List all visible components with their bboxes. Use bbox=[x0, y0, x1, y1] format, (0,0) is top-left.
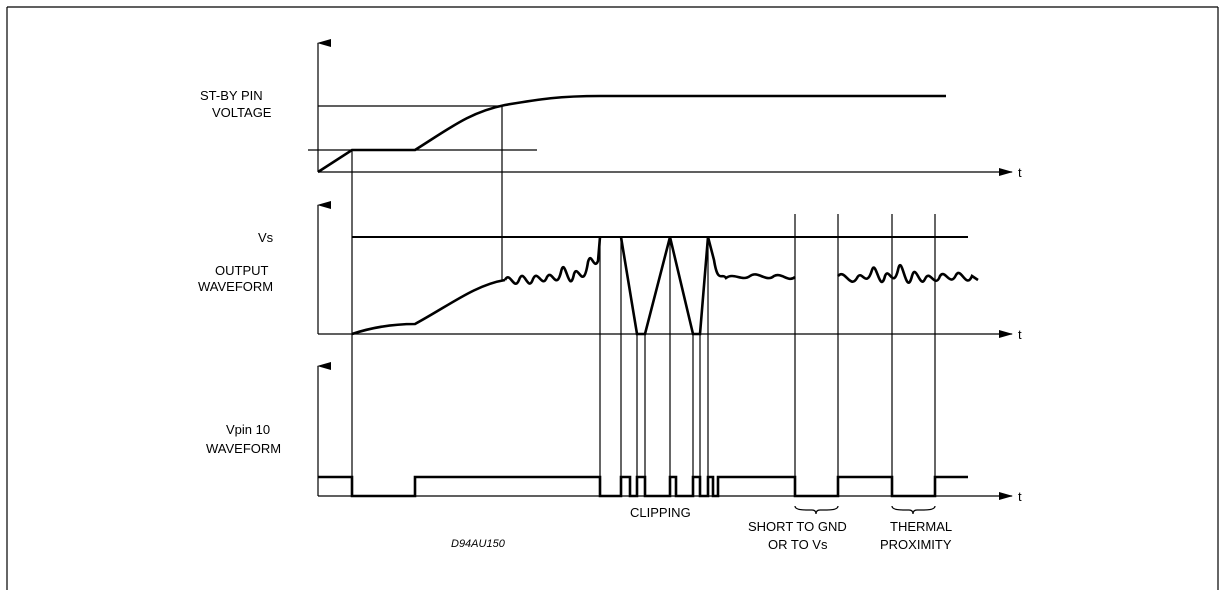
standby-voltage-curve bbox=[317, 94, 946, 174]
short-brace bbox=[794, 505, 839, 515]
output-panel: OUTPUT WAVEFORM Vs t bbox=[198, 201, 1022, 342]
thermal-label-line2: PROXIMITY bbox=[880, 537, 952, 552]
output-label-line1: OUTPUT bbox=[215, 263, 269, 278]
event-annotations: CLIPPING SHORT TO GND OR TO Vs THERMAL P… bbox=[451, 505, 952, 552]
clipping-label: CLIPPING bbox=[630, 505, 691, 520]
standby-label-line2: VOLTAGE bbox=[212, 105, 272, 120]
standby-t-label: t bbox=[1018, 165, 1022, 180]
vpin10-waveform bbox=[318, 475, 968, 498]
drawing-code: D94AU150 bbox=[451, 538, 506, 550]
standby-panel: ST-BY PIN VOLTAGE t bbox=[200, 39, 1022, 180]
standby-label-line1: ST-BY PIN bbox=[200, 88, 263, 103]
output-label-line2: WAVEFORM bbox=[198, 279, 273, 294]
timing-markers bbox=[351, 106, 936, 496]
figure-border bbox=[6, 6, 1219, 590]
output-waveform-noise-2 bbox=[706, 236, 796, 281]
short-label-line2: OR TO Vs bbox=[768, 537, 828, 552]
output-t-label: t bbox=[1018, 327, 1022, 342]
vs-level-label: Vs bbox=[258, 230, 274, 245]
output-waveform-noise-3 bbox=[837, 263, 979, 284]
thermal-brace bbox=[891, 505, 936, 515]
output-waveform-ramp bbox=[351, 278, 506, 336]
short-label-line1: SHORT TO GND bbox=[748, 519, 847, 534]
output-waveform-noise-1 bbox=[503, 236, 602, 285]
output-clipping-trace bbox=[619, 236, 710, 336]
thermal-label-line1: THERMAL bbox=[890, 519, 952, 534]
vpin10-panel: Vpin 10 WAVEFORM t bbox=[206, 362, 1022, 504]
vpin10-label-line2: WAVEFORM bbox=[206, 441, 281, 456]
vpin10-t-label: t bbox=[1018, 489, 1022, 504]
vpin10-label-line1: Vpin 10 bbox=[226, 422, 270, 437]
